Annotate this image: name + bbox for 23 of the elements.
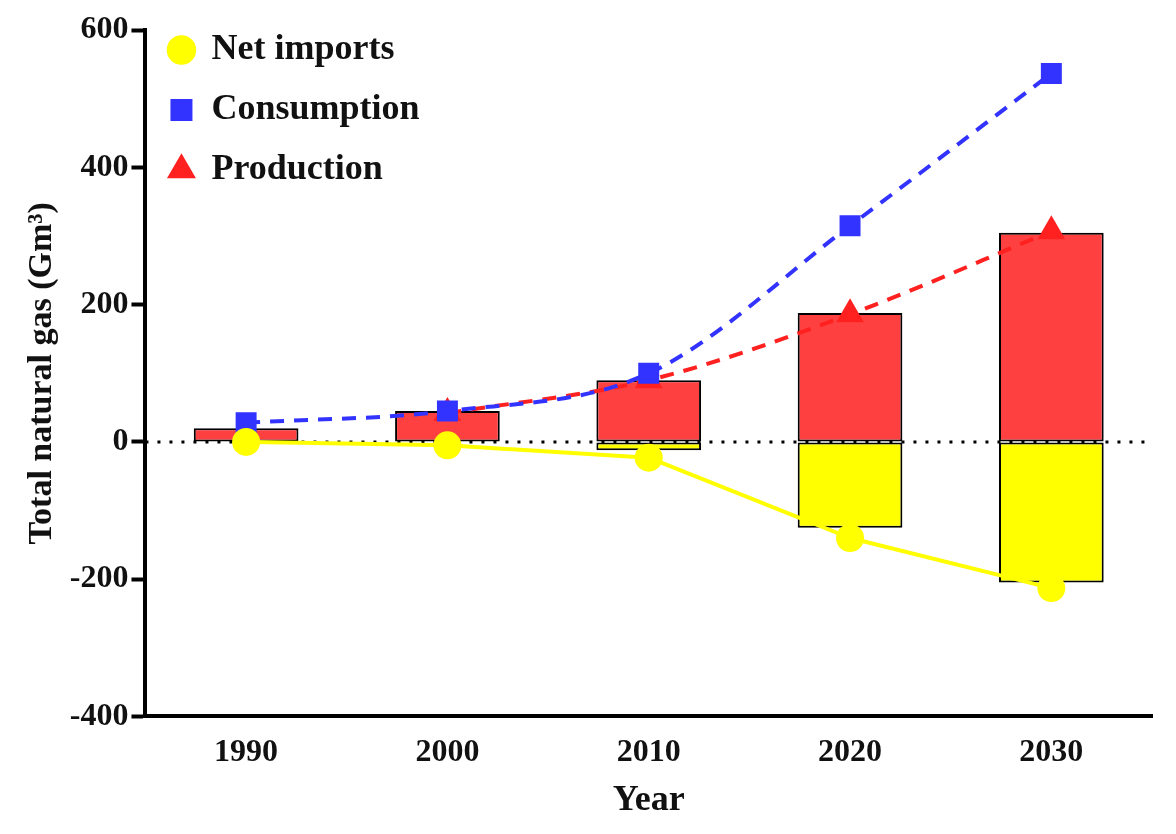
x-axis-title: Year bbox=[612, 777, 685, 818]
x-tick-label: 1990 bbox=[214, 731, 279, 768]
y-tick-label: -200 bbox=[69, 558, 129, 595]
y-axis-title: Total natural gas (Gm³) bbox=[21, 202, 60, 545]
x-tick-label: 2020 bbox=[818, 731, 883, 768]
point bbox=[1040, 62, 1062, 84]
legend-label: Net imports bbox=[211, 27, 395, 68]
y-tick-label: 600 bbox=[80, 9, 129, 46]
x-tick-label: 2000 bbox=[415, 731, 480, 768]
y-tick-label: -400 bbox=[69, 695, 129, 732]
legend-label: Consumption bbox=[211, 87, 420, 128]
point bbox=[836, 523, 865, 552]
point bbox=[433, 431, 462, 460]
legend-label: Production bbox=[211, 147, 383, 188]
point bbox=[232, 427, 261, 456]
point bbox=[634, 443, 663, 472]
x-tick-label: 2030 bbox=[1019, 731, 1084, 768]
y-tick-label: 200 bbox=[80, 283, 129, 320]
x-tick-label: 2010 bbox=[616, 731, 681, 768]
y-tick-label: 0 bbox=[112, 421, 129, 458]
point bbox=[839, 215, 861, 237]
y-tick-label: 400 bbox=[80, 146, 129, 183]
point bbox=[638, 362, 660, 384]
